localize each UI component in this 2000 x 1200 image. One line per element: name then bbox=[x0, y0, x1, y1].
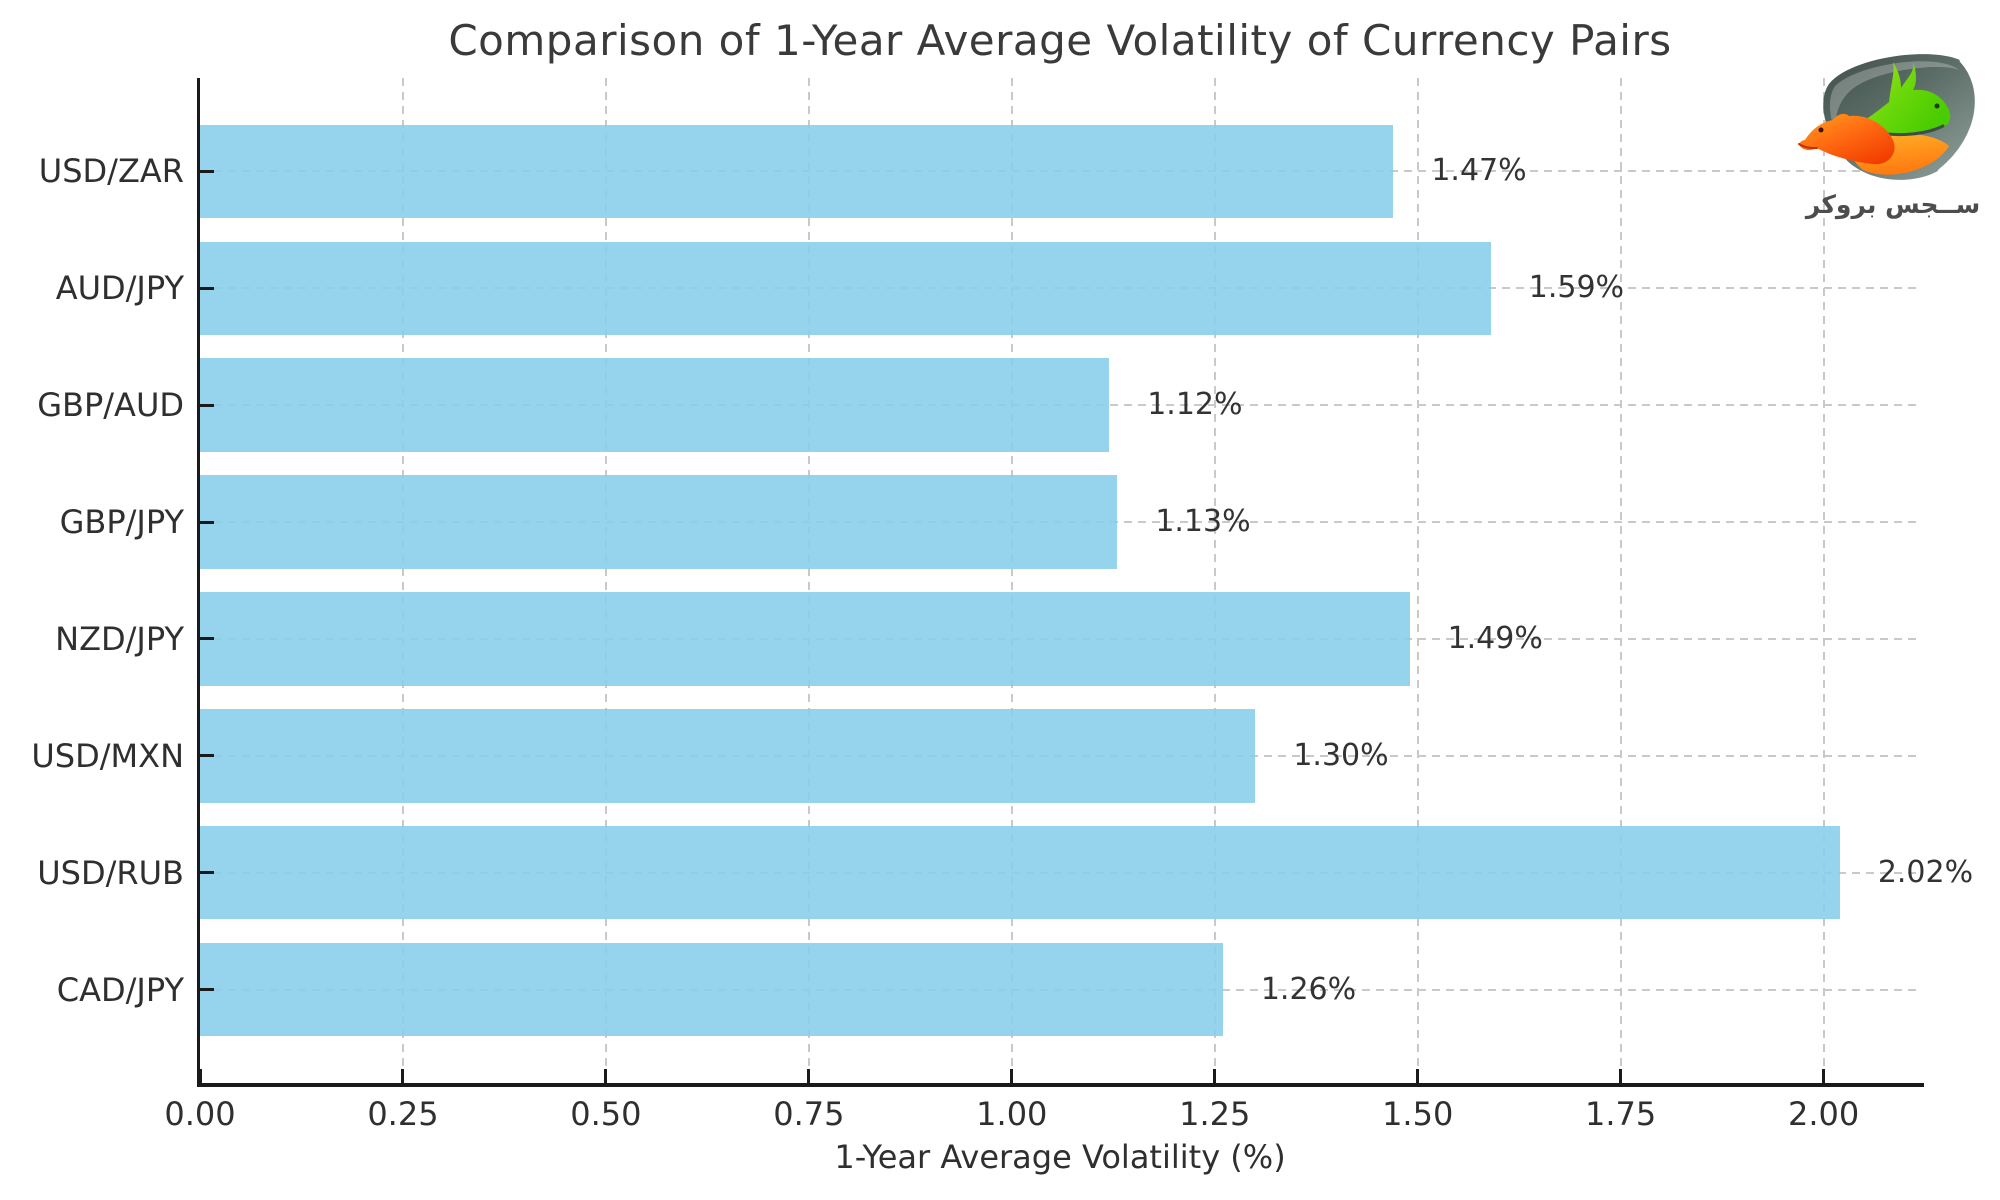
y-tick-mark bbox=[200, 403, 214, 407]
y-tick-mark bbox=[200, 286, 214, 290]
x-axis-spine bbox=[197, 1083, 1924, 1087]
x-tick-label: 0.25 bbox=[367, 1095, 439, 1133]
x-tick-mark bbox=[1010, 1069, 1014, 1083]
y-tick-mark bbox=[200, 169, 214, 173]
y-tick-mark bbox=[200, 520, 214, 524]
gridline-vertical bbox=[401, 78, 404, 1083]
x-tick-mark bbox=[1822, 1069, 1826, 1083]
x-tick-mark bbox=[807, 1069, 811, 1083]
y-axis-spine bbox=[197, 78, 200, 1087]
x-tick-label: 1.75 bbox=[1585, 1095, 1657, 1133]
bar-usd-rub bbox=[200, 825, 1840, 920]
x-tick-mark bbox=[198, 1069, 202, 1083]
bar-gbp-aud bbox=[200, 358, 1110, 452]
bar-value-label: 1.59% bbox=[1528, 270, 1625, 306]
bar-value-label: 1.49% bbox=[1447, 620, 1543, 656]
y-axis-category-label: CAD/JPY bbox=[56, 970, 184, 1009]
gridline-vertical bbox=[1619, 78, 1622, 1083]
x-tick-label: 1.00 bbox=[976, 1095, 1048, 1133]
y-axis-category-label: GBP/JPY bbox=[59, 503, 184, 542]
bar-gbp-jpy bbox=[200, 475, 1118, 569]
y-axis-category-label: AUD/JPY bbox=[55, 269, 184, 308]
gridline-vertical bbox=[604, 78, 607, 1083]
y-tick-mark bbox=[200, 988, 214, 991]
bar-value-label: 2.02% bbox=[1877, 854, 1974, 890]
x-axis-title: 1-Year Average Volatility (%) bbox=[834, 1138, 1286, 1176]
y-axis-category-label: USD/ZAR bbox=[38, 152, 184, 191]
y-tick-mark bbox=[200, 871, 214, 875]
x-tick-label: 0.75 bbox=[773, 1095, 845, 1133]
plot-area: 1.47% 1.59% 1.12% 1.13% 1.49% 1.30% 2.02% 1.26% bbox=[200, 78, 1973, 1083]
y-axis-category-label: USD/MXN bbox=[31, 736, 184, 775]
chart-title: Comparison of 1-Year Average Volatility … bbox=[448, 16, 1672, 65]
gridline-vertical bbox=[807, 78, 810, 1083]
x-tick-mark bbox=[604, 1069, 608, 1083]
bull-bear-shield-icon bbox=[1797, 54, 1982, 180]
y-tick-mark bbox=[200, 754, 214, 758]
bar-value-label: 1.30% bbox=[1293, 737, 1389, 773]
bar-value-label: 1.13% bbox=[1155, 504, 1251, 540]
bar-value-label: 1.26% bbox=[1260, 971, 1357, 1007]
bar-usd-mxn bbox=[200, 709, 1256, 803]
bar-usd-zar bbox=[200, 124, 1394, 219]
gridline-vertical bbox=[1010, 78, 1013, 1083]
y-tick-mark bbox=[200, 637, 214, 641]
x-tick-mark bbox=[1619, 1069, 1623, 1083]
bar-aud-jpy bbox=[200, 241, 1491, 336]
x-tick-label: 1.50 bbox=[1382, 1095, 1454, 1133]
x-tick-label: 2.00 bbox=[1787, 1095, 1860, 1133]
y-axis-category-label: USD/RUB bbox=[37, 853, 184, 892]
brand-logo: ســجس بروكر bbox=[1788, 44, 1998, 219]
x-tick-mark bbox=[401, 1069, 405, 1083]
bar-cad-jpy bbox=[200, 942, 1223, 1037]
x-tick-label: 0.50 bbox=[570, 1095, 642, 1133]
bar-nzd-jpy bbox=[200, 592, 1410, 686]
gridline-vertical bbox=[1416, 78, 1419, 1083]
gridline-vertical bbox=[1822, 78, 1825, 1083]
bar-value-label: 1.12% bbox=[1147, 387, 1243, 423]
brand-name-text: ســجس بروكر bbox=[1805, 190, 1981, 219]
bar-value-label: 1.47% bbox=[1431, 153, 1527, 189]
y-axis-category-label: NZD/JPY bbox=[55, 619, 184, 658]
gridline-vertical bbox=[1213, 78, 1216, 1083]
x-tick-mark bbox=[1213, 1069, 1217, 1083]
x-tick-label: 0.00 bbox=[164, 1095, 236, 1133]
x-tick-label: 1.25 bbox=[1179, 1095, 1251, 1133]
y-axis-category-label: GBP/AUD bbox=[37, 386, 184, 425]
x-tick-mark bbox=[1416, 1069, 1420, 1083]
